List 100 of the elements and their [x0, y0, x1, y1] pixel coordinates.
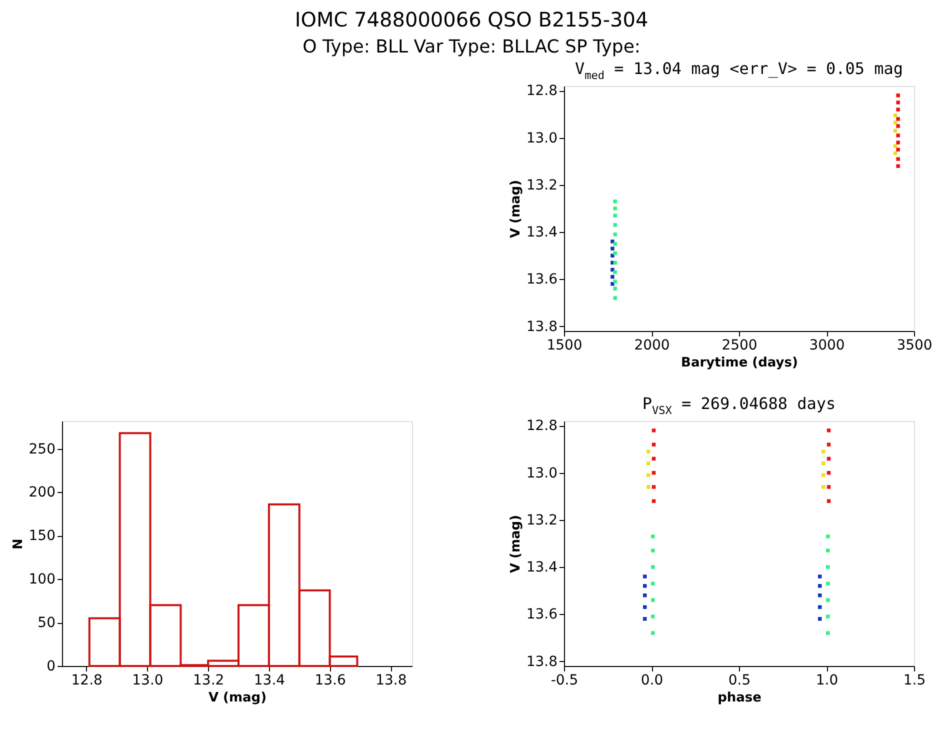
point: [896, 134, 900, 138]
x-axis-title: phase: [718, 690, 762, 706]
point: [646, 485, 650, 489]
point: [613, 251, 617, 256]
point: [896, 117, 900, 121]
x-tick-label: 0.0: [640, 672, 664, 688]
x-axis-title: V (mag): [208, 690, 267, 706]
x-tick-label: 13.8: [376, 672, 407, 688]
point: [818, 574, 822, 578]
point: [613, 232, 617, 236]
x-tick-label: 13.0: [132, 672, 164, 688]
point: [613, 270, 617, 274]
point: [651, 534, 655, 538]
point: [896, 148, 900, 152]
point: [818, 605, 822, 609]
y-axis-title: V (mag): [508, 180, 524, 238]
x-tick-label: 1.5: [903, 672, 926, 688]
y-tick-label: 12.8: [526, 418, 558, 434]
y-tick-label: 13.2: [526, 177, 558, 194]
x-tick-label: 13.4: [254, 672, 286, 688]
point: [893, 114, 898, 118]
point: [826, 499, 831, 503]
point: [826, 565, 830, 569]
point: [896, 140, 900, 144]
y-tick-label: 13.8: [526, 654, 558, 670]
point: [613, 280, 617, 284]
point: [651, 631, 655, 635]
point: [893, 120, 898, 124]
point: [642, 605, 647, 609]
text: O Type: BLL Var Type: BLLAC SP Type:: [302, 36, 640, 58]
point: [646, 462, 650, 466]
y-tick-label: 12.8: [526, 83, 558, 100]
y-axis-title: N: [10, 538, 26, 550]
y-tick-label: 150: [28, 528, 56, 544]
point: [896, 100, 900, 104]
point: [651, 614, 655, 618]
point: [818, 584, 822, 588]
point: [826, 598, 830, 602]
y-tick-label: 13.6: [526, 606, 558, 623]
point: [826, 442, 831, 446]
point: [613, 214, 617, 218]
point: [826, 582, 830, 586]
y-tick-label: 13.2: [526, 512, 558, 528]
point: [613, 286, 617, 290]
point: [613, 223, 617, 227]
x-tick-label: 13.2: [193, 672, 224, 688]
point: [896, 124, 900, 128]
y-tick-label: 13.4: [526, 560, 558, 576]
point: [610, 274, 614, 279]
point: [652, 428, 656, 432]
x-tick-label: 1500: [546, 338, 582, 354]
x-tick-label: 12.8: [71, 672, 102, 688]
point: [896, 94, 900, 98]
point: [652, 442, 656, 446]
point: [613, 200, 617, 204]
point: [642, 617, 647, 621]
y-tick-label: 13.0: [526, 465, 558, 482]
point: [651, 548, 655, 552]
point: [652, 485, 656, 489]
point: [610, 246, 614, 250]
x-axis-title: Barytime (days): [681, 356, 798, 370]
point: [896, 164, 900, 168]
x-tick-label: 1.0: [816, 672, 838, 688]
point: [613, 206, 617, 210]
point: [652, 499, 656, 503]
y-tick-label: 0: [46, 658, 56, 674]
y-tick-label: 13.8: [526, 318, 558, 335]
x-tick-label: -0.5: [550, 672, 578, 688]
point: [613, 296, 617, 300]
y-tick-label: 50: [38, 615, 56, 632]
y-axis-title: V (mag): [508, 514, 524, 574]
point: [893, 144, 898, 148]
point: [613, 260, 617, 265]
text: IOMC 7488000066 QSO B2155-304: [294, 8, 648, 32]
y-tick-label: 13.6: [526, 272, 558, 288]
point: [821, 485, 826, 489]
y-tick-label: 13.0: [526, 130, 558, 146]
point: [651, 598, 655, 602]
y-tick-label: 200: [28, 484, 56, 501]
point: [651, 565, 655, 569]
x-tick-label: 13.6: [314, 672, 346, 688]
point: [642, 574, 647, 578]
point: [642, 584, 647, 588]
point: [613, 242, 617, 246]
point: [826, 428, 831, 432]
point: [826, 534, 830, 538]
point: [826, 614, 830, 618]
point: [651, 582, 655, 586]
y-tick-label: 100: [28, 572, 56, 588]
point: [821, 462, 826, 466]
y-tick-label: 250: [28, 441, 56, 458]
x-tick-label: 0.5: [728, 672, 751, 688]
y-tick-label: 13.4: [526, 224, 558, 241]
x-tick-label: 2500: [722, 338, 758, 354]
x-tick-label: 3000: [809, 338, 845, 354]
point: [896, 157, 900, 161]
point: [826, 631, 830, 635]
x-tick-label: 2000: [634, 338, 670, 354]
point: [896, 108, 900, 112]
point: [826, 548, 830, 552]
